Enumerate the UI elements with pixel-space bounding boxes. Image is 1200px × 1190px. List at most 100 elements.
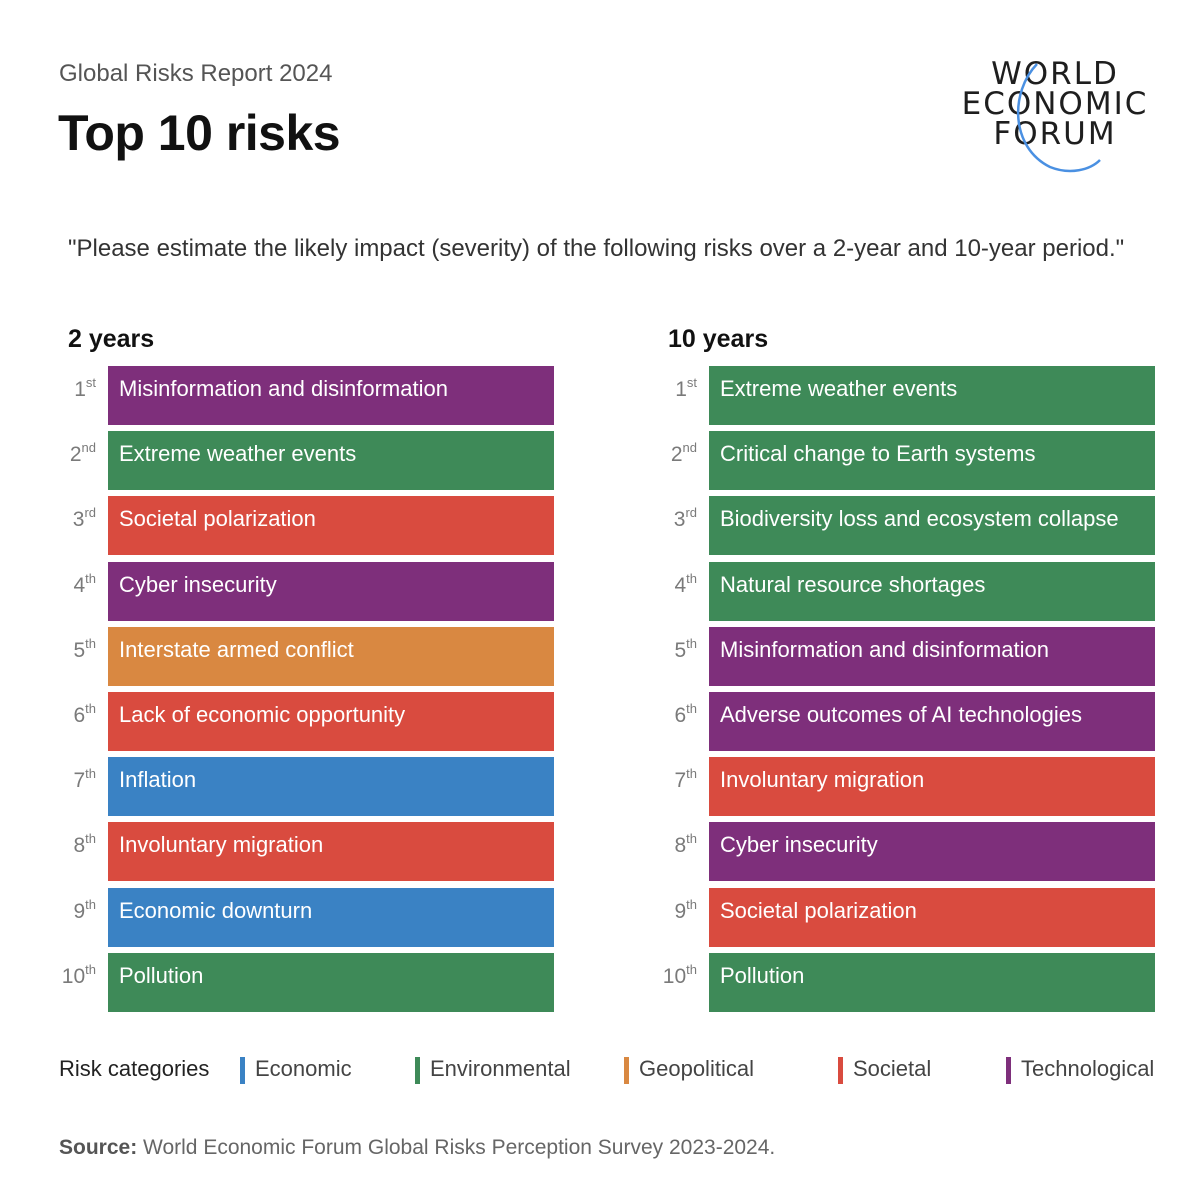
risk-rank: 4th bbox=[657, 570, 697, 598]
legend-swatch bbox=[415, 1057, 420, 1084]
risk-rank-suffix: nd bbox=[81, 440, 96, 456]
risk-rank-number: 1 bbox=[675, 378, 687, 401]
source-note: Source: World Economic Forum Global Risk… bbox=[59, 1136, 775, 1160]
risk-rank-suffix: th bbox=[85, 635, 96, 651]
risk-rank-suffix: th bbox=[85, 896, 96, 912]
risk-rank-suffix: th bbox=[686, 831, 697, 847]
risk-bar: Lack of economic opportunity bbox=[108, 692, 554, 751]
risk-rank-number: 1 bbox=[74, 378, 86, 401]
risk-bar: Pollution bbox=[108, 952, 554, 1012]
risk-bar: Extreme weather events bbox=[108, 431, 554, 491]
risk-rank-suffix: th bbox=[686, 570, 697, 586]
risk-rank-number: 7 bbox=[73, 769, 86, 793]
risk-rank: 3rd bbox=[56, 505, 96, 532]
risk-rank-number: 10 bbox=[61, 964, 86, 988]
risk-rank-number: 2 bbox=[69, 443, 82, 467]
risk-rank-suffix: nd bbox=[682, 440, 697, 456]
risk-bar: Inflation bbox=[108, 757, 554, 817]
risk-rank-suffix: th bbox=[686, 635, 697, 651]
risk-bar: Pollution bbox=[709, 952, 1155, 1012]
risk-rank-suffix: th bbox=[686, 701, 697, 716]
risk-rank: 8th bbox=[56, 831, 96, 858]
risk-rank-number: 4 bbox=[674, 573, 687, 597]
legend-title: Risk categories bbox=[59, 1056, 210, 1081]
risk-rank: 3rd bbox=[657, 505, 697, 532]
risk-rank-suffix: st bbox=[686, 375, 697, 390]
risk-rank-number: 6 bbox=[73, 704, 86, 727]
logo-line-3: FORUM bbox=[993, 116, 1117, 152]
legend-item-environmental: Environmental bbox=[430, 1056, 571, 1081]
risk-rank: 5th bbox=[657, 635, 697, 663]
risk-rank-number: 3 bbox=[72, 508, 85, 532]
risk-rank-suffix: th bbox=[85, 701, 96, 716]
report-subtitle: Global Risks Report 2024 bbox=[59, 60, 333, 87]
legend-item-societal: Societal bbox=[853, 1056, 932, 1081]
risk-rank: 5th bbox=[56, 635, 96, 663]
risk-rank-number: 6 bbox=[674, 704, 687, 727]
risk-bar: Interstate armed conflict bbox=[108, 626, 554, 686]
page-title: Top 10 risks bbox=[58, 105, 341, 161]
risk-bar: Economic downturn bbox=[108, 887, 554, 947]
risk-rank-number: 5 bbox=[73, 638, 86, 662]
legend-swatch bbox=[1006, 1057, 1011, 1084]
risk-bar: Cyber insecurity bbox=[709, 822, 1155, 882]
risk-rank: 2nd bbox=[56, 440, 96, 467]
risk-bar: Cyber insecurity bbox=[108, 561, 554, 621]
risk-rank-number: 10 bbox=[662, 964, 687, 988]
risk-rank: 2nd bbox=[657, 440, 697, 467]
risk-rank-suffix: th bbox=[85, 831, 96, 847]
risk-rank-number: 8 bbox=[73, 834, 86, 858]
risk-bar: Biodiversity loss and ecosystem collapse bbox=[709, 496, 1155, 556]
risk-bar: Involuntary migration bbox=[709, 757, 1155, 817]
risk-rank: 1st bbox=[56, 375, 96, 402]
risk-rank-suffix: th bbox=[686, 961, 697, 977]
risk-rank-number: 7 bbox=[674, 769, 687, 793]
risk-bar: Adverse outcomes of AI technologies bbox=[709, 692, 1155, 751]
risk-rank: 6th bbox=[56, 701, 96, 728]
risk-rank: 9th bbox=[56, 896, 96, 924]
risk-rank: 10th bbox=[657, 961, 697, 989]
survey-question: "Please estimate the likely impact (seve… bbox=[68, 235, 1125, 262]
source-label: Source: bbox=[59, 1136, 138, 1159]
risk-rank: 10th bbox=[56, 961, 96, 989]
risk-rank-number: 2 bbox=[670, 443, 683, 467]
risk-bar: Involuntary migration bbox=[108, 822, 554, 882]
legend-swatch bbox=[624, 1057, 629, 1084]
risk-bar: Societal polarization bbox=[108, 496, 554, 556]
risk-rank-suffix: rd bbox=[685, 505, 697, 521]
risk-rank: 9th bbox=[657, 896, 697, 924]
column-title-2-years: 2 years bbox=[68, 325, 155, 353]
risk-bar: Natural resource shortages bbox=[709, 561, 1155, 621]
legend-item-geopolitical: Geopolitical bbox=[639, 1056, 754, 1081]
source-text: World Economic Forum Global Risks Percep… bbox=[137, 1136, 776, 1159]
risk-rank-number: 3 bbox=[673, 508, 686, 532]
risk-bar: Societal polarization bbox=[709, 887, 1155, 947]
risk-bar: Critical change to Earth systems bbox=[709, 431, 1155, 491]
legend-item-economic: Economic bbox=[255, 1056, 352, 1081]
risk-rank-suffix: th bbox=[85, 766, 96, 782]
risk-rank-number: 5 bbox=[674, 638, 687, 662]
legend-swatch bbox=[240, 1057, 245, 1084]
risk-rank: 4th bbox=[56, 571, 96, 598]
legend-item-technological: Technological bbox=[1021, 1056, 1155, 1081]
logo-line-2: ECONOMIC bbox=[961, 86, 1149, 122]
risk-rank-number: 9 bbox=[674, 899, 687, 923]
risk-rank-suffix: rd bbox=[84, 505, 96, 521]
risk-rank-number: 8 bbox=[674, 834, 687, 858]
risk-bar: Extreme weather events bbox=[709, 366, 1155, 425]
risk-bar: Misinformation and disinformation bbox=[108, 366, 554, 425]
risk-rank-number: 4 bbox=[73, 573, 86, 597]
risk-rank: 7th bbox=[657, 766, 697, 793]
risk-rank-suffix: st bbox=[85, 375, 96, 390]
legend-swatch bbox=[838, 1057, 843, 1084]
risk-rank-suffix: th bbox=[686, 896, 697, 912]
risk-rank: 7th bbox=[56, 766, 96, 793]
logo-arc-icon bbox=[1017, 63, 1101, 173]
risk-bar: Misinformation and disinformation bbox=[709, 626, 1155, 686]
risk-rank: 8th bbox=[657, 831, 697, 858]
risk-rank-number: 9 bbox=[73, 899, 86, 923]
risk-rank-suffix: th bbox=[686, 766, 697, 782]
risk-rank-suffix: th bbox=[85, 961, 96, 977]
wef-logo: WORLD ECONOMIC FORUM bbox=[955, 52, 1165, 182]
risk-rank: 1st bbox=[657, 375, 697, 402]
